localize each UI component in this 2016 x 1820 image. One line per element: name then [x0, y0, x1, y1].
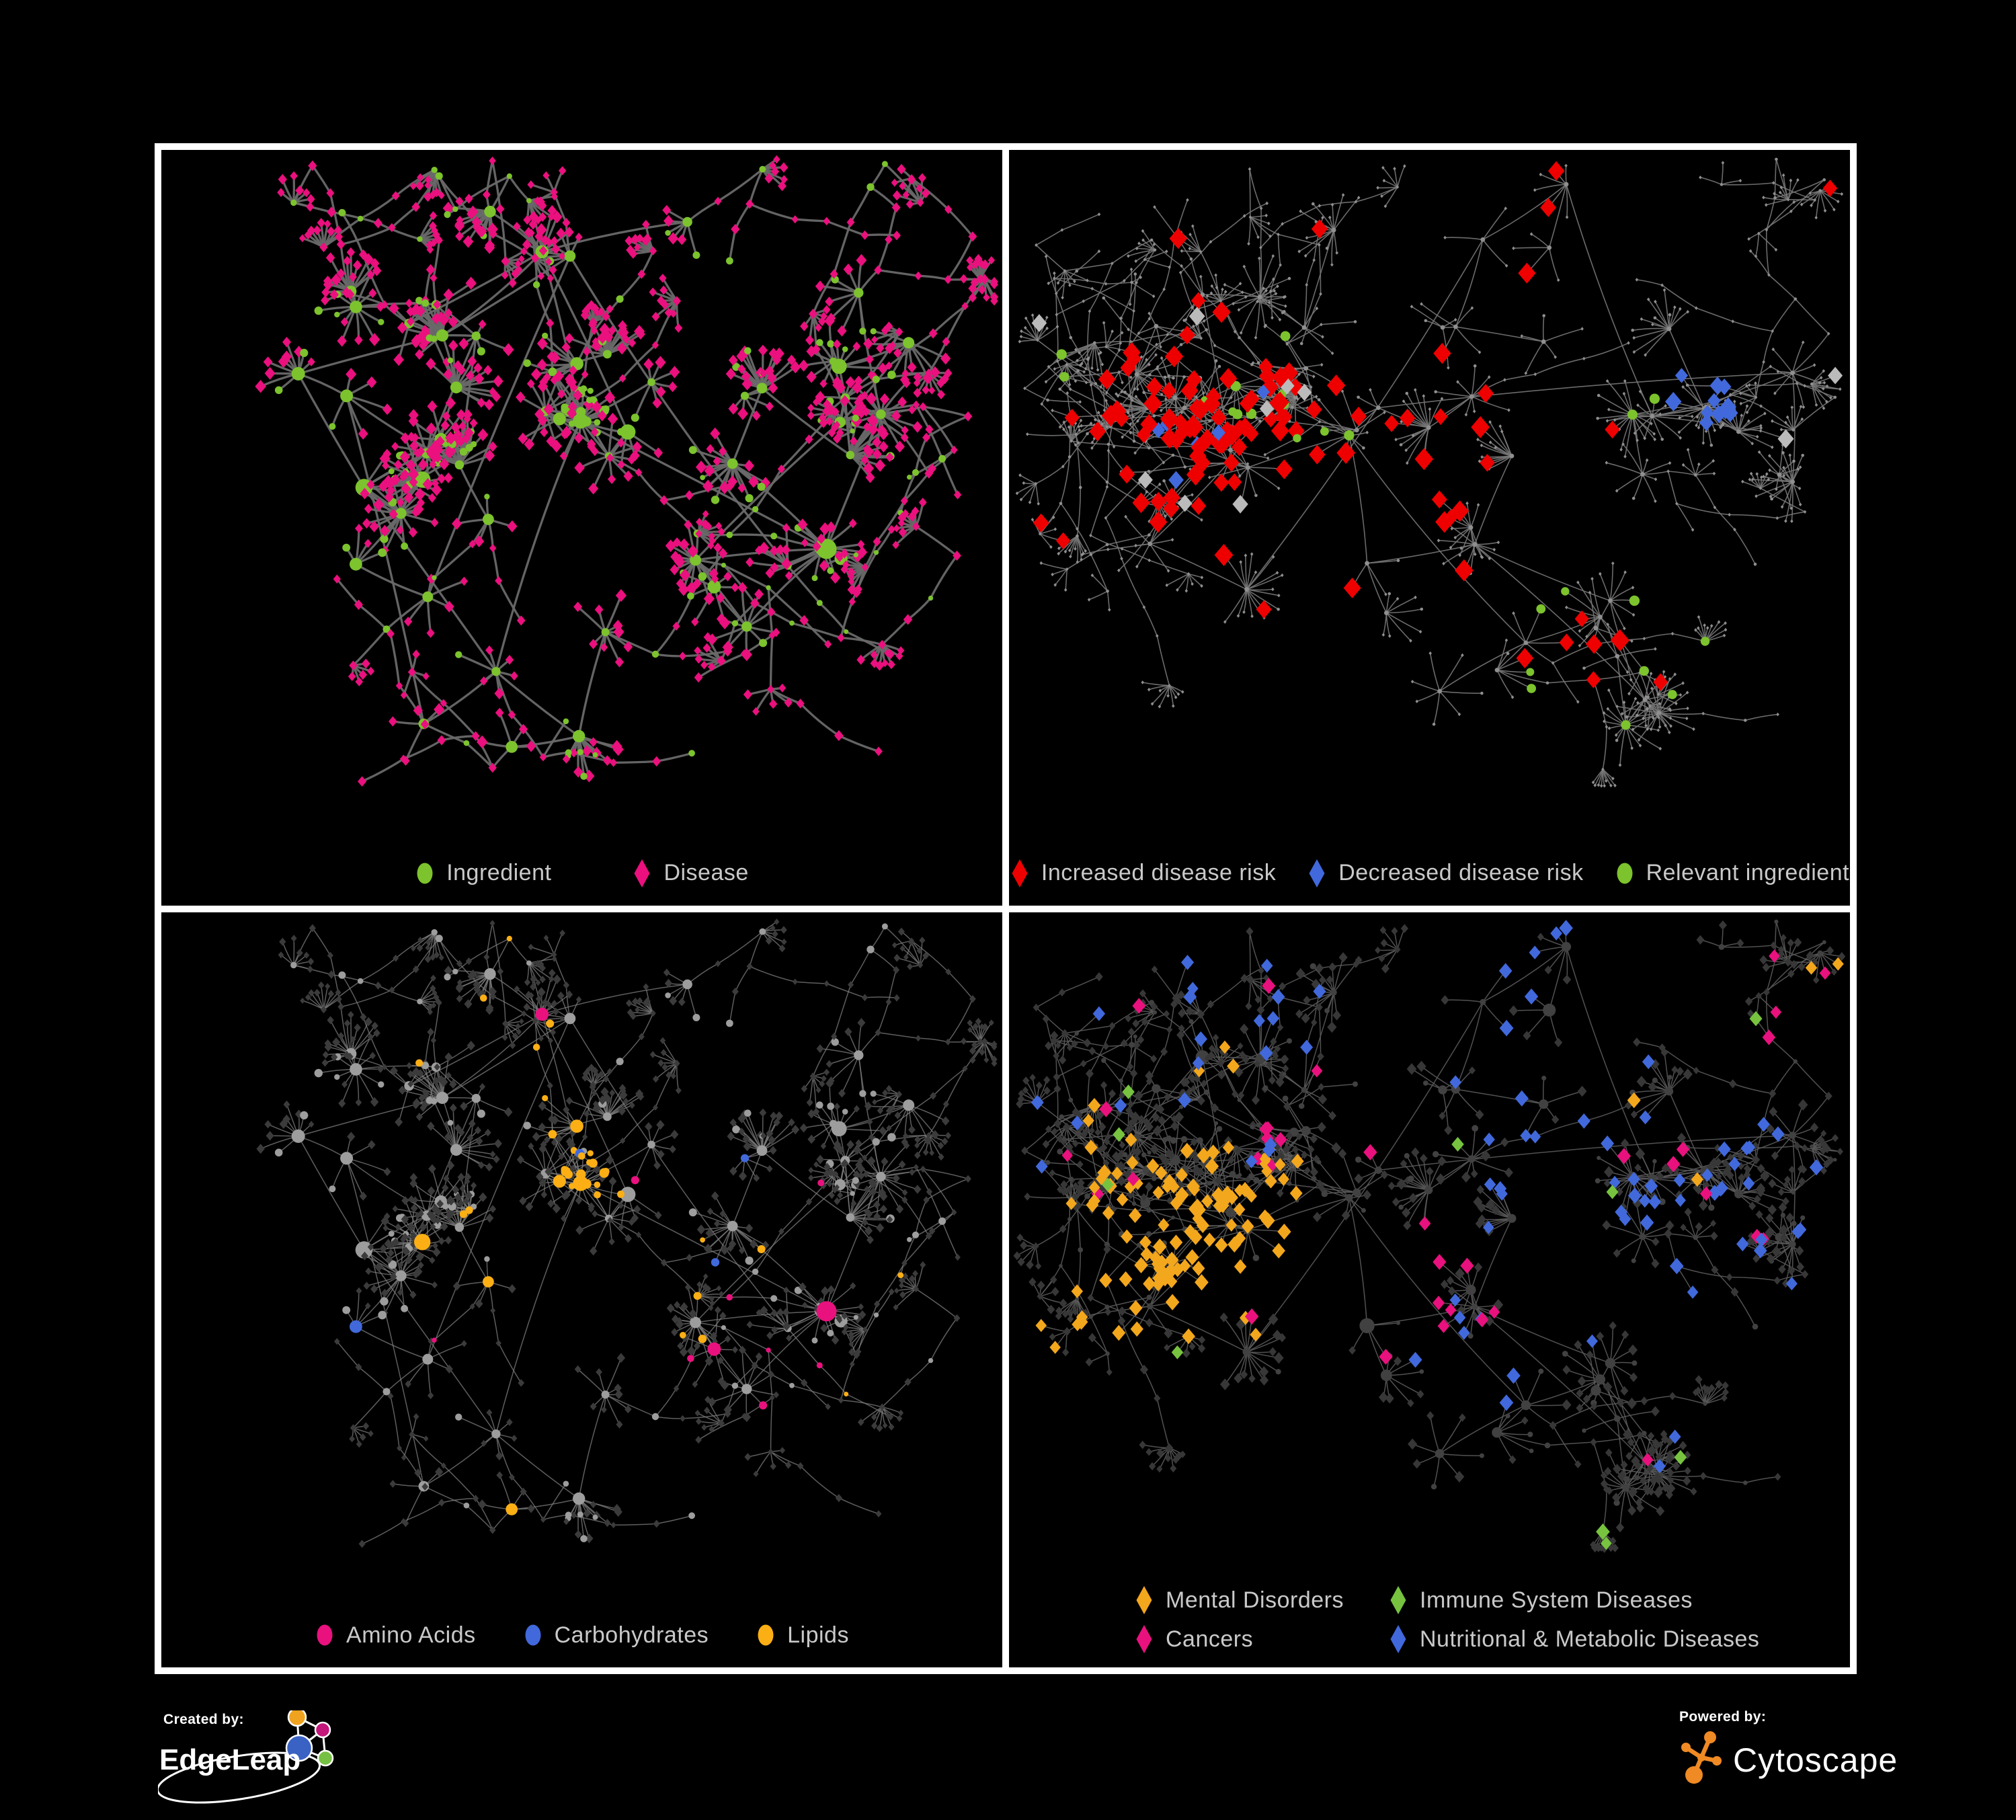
legend-label: Cancers: [1166, 1626, 1254, 1652]
legend-label: Decreased disease risk: [1338, 860, 1584, 885]
cytoscape-node: [1685, 1766, 1703, 1784]
edgeleap-swoosh: [158, 1751, 321, 1804]
cytoscape-lockup: Cytoscape: [1679, 1729, 1935, 1791]
legend-item: Carbohydrates: [523, 1619, 709, 1651]
legend-label: Nutritional & Metabolic Diseases: [1420, 1626, 1760, 1652]
legend-item: Mental Disorders: [1134, 1584, 1388, 1616]
legend-label: Immune System Diseases: [1420, 1587, 1693, 1613]
panel-legend: Increased disease risk Decreased disease …: [1009, 857, 1850, 889]
legend-item: Amino Acids: [315, 1619, 476, 1651]
legend-circle-icon: [317, 1624, 333, 1646]
legend-diamond-icon: [1390, 1625, 1406, 1653]
legend-circle-icon: [417, 863, 433, 883]
legend-item: Immune System Diseases: [1388, 1584, 1759, 1616]
legend-circle-icon: [1617, 863, 1633, 883]
legend-label: Mental Disorders: [1166, 1587, 1344, 1613]
panel-ingredient-disease: Ingredient Disease: [161, 150, 1002, 906]
cytoscape-node: [1697, 1753, 1705, 1762]
legend-circle-icon: [525, 1624, 541, 1646]
edgeleap-branding: Created by: EdgeLeap: [158, 1709, 391, 1820]
edgeleap-node-blue: [285, 1734, 313, 1762]
edgeleap-node-orange: [287, 1710, 307, 1727]
cytoscape-node: [1712, 1756, 1722, 1766]
panel-nutrient-groups: Amino Acids Carbohydrates Lipids: [161, 912, 1002, 1667]
legend-item: Relevant ingredient: [1615, 857, 1849, 889]
legend-diamond-icon: [1136, 1586, 1152, 1614]
legend-label: Amino Acids: [346, 1622, 476, 1648]
created-by-label: Created by:: [163, 1712, 244, 1727]
edgeleap-logo: Created by: EdgeLeap: [158, 1710, 334, 1804]
network-graph-nutrient-groups: [161, 912, 1002, 1598]
edgeleap-node-green: [317, 1749, 334, 1767]
legend-diamond-icon: [1390, 1586, 1406, 1614]
legend-item: Lipids: [756, 1619, 849, 1651]
legend-item: Disease: [632, 857, 748, 889]
legend-item: Decreased disease risk: [1307, 857, 1583, 889]
legend-diamond-icon: [1309, 859, 1325, 887]
panel-legend: Amino Acids Carbohydrates Lipids: [161, 1619, 1002, 1651]
legend-diamond-icon: [1136, 1625, 1152, 1653]
network-graph-disease-categories: [1009, 912, 1850, 1598]
edgeleap-wordmark: EdgeLeap: [159, 1743, 300, 1776]
legend-label: Ingredient: [446, 860, 552, 885]
panel-disease-risk: Increased disease risk Decreased disease …: [1009, 150, 1850, 906]
legend-label: Relevant ingredient: [1646, 860, 1850, 885]
legend-diamond-icon: [1012, 859, 1028, 887]
cytoscape-node: [1704, 1731, 1716, 1743]
legend-label: Carbohydrates: [554, 1622, 709, 1648]
legend-item: Ingredient: [415, 857, 551, 889]
panel-grid: Ingredient Disease Increased disease risk…: [155, 143, 1857, 1674]
cytoscape-node: [1681, 1743, 1691, 1752]
panel-legend: Ingredient Disease: [161, 857, 1002, 889]
legend-item: Nutritional & Metabolic Diseases: [1388, 1623, 1759, 1655]
cytoscape-logo: [1681, 1731, 1722, 1784]
legend-item: Increased disease risk: [1010, 857, 1276, 889]
network-graph-disease-risk: [1009, 150, 1850, 836]
cytoscape-branding: Powered by: Cytoscape: [1679, 1709, 1935, 1791]
network-graph-ingredient-disease: [161, 150, 1002, 836]
legend-diamond-icon: [634, 859, 650, 887]
legend-label: Lipids: [787, 1622, 849, 1648]
legend-item: Cancers: [1134, 1623, 1388, 1655]
edgeleap-node-pink: [314, 1721, 331, 1739]
powered-by-label: Powered by:: [1679, 1709, 1767, 1725]
legend-label: Disease: [663, 860, 749, 885]
panel-disease-categories: Mental Disorders Immune System Diseases Ca…: [1009, 912, 1850, 1667]
panel-legend: Mental Disorders Immune System Diseases Ca…: [1134, 1584, 1759, 1655]
legend-label: Increased disease risk: [1041, 860, 1277, 885]
legend-circle-icon: [758, 1624, 774, 1646]
cytoscape-wordmark: Cytoscape: [1733, 1741, 1898, 1779]
